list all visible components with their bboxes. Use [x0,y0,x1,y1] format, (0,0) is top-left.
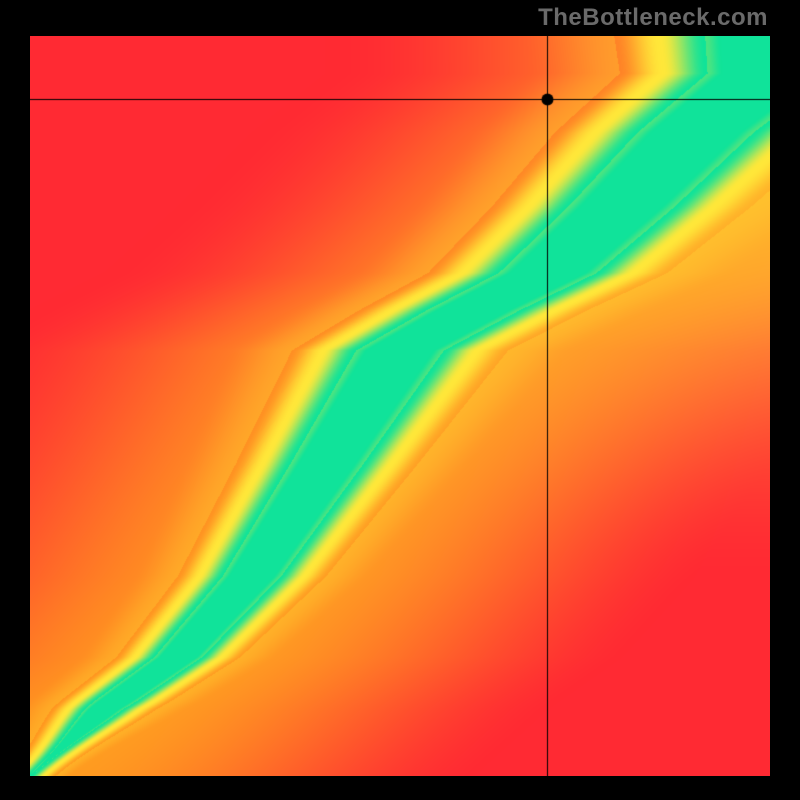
chart-container: TheBottleneck.com [0,0,800,800]
watermark-text: TheBottleneck.com [538,4,768,32]
bottleneck-heatmap [30,36,770,776]
